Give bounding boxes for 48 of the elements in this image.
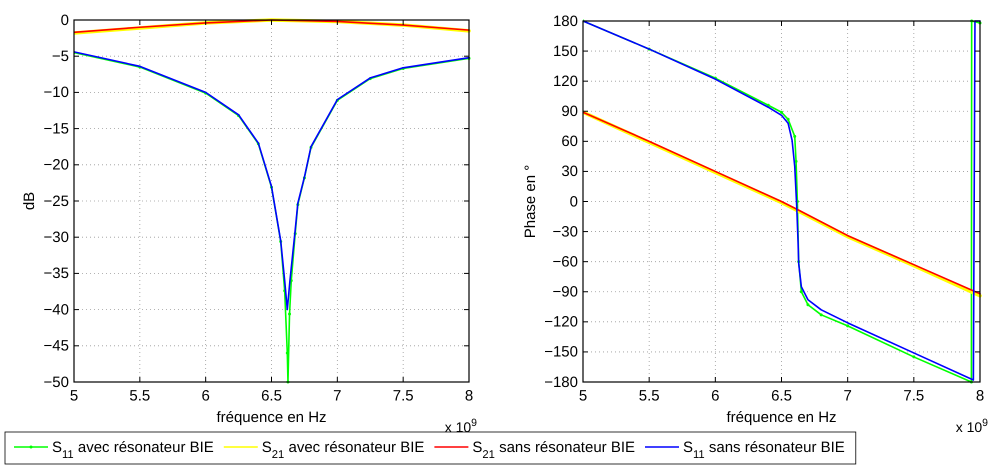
y-tick-label: −40 <box>44 301 69 318</box>
x-tick-label: 6 <box>201 388 210 405</box>
x-tick-label: 6.5 <box>261 388 282 405</box>
text: x 10$^{9}$ <box>956 417 988 435</box>
legend-label: S$_{11}$ avec résonateur BIE <box>52 439 214 461</box>
y-tick-label: −5 <box>52 48 69 65</box>
x-tick-label: 8 <box>976 388 984 405</box>
y-tick-label: −35 <box>44 265 69 282</box>
x-tick-label: 5.5 <box>129 388 150 405</box>
x-tick-label: 6 <box>711 388 720 405</box>
y-tick-label: 150 <box>552 42 578 60</box>
y-axis-title: dB <box>21 192 38 210</box>
legend-label: S$_{11}$ sans résonateur BIE <box>683 439 845 461</box>
text: x 10$^{9}$ <box>444 417 478 435</box>
y-tick-label: −20 <box>44 156 69 174</box>
legend-label: S$_{21}$ avec résonateur BIE <box>262 439 424 461</box>
y-tick-label: 90 <box>561 103 578 120</box>
y-tick-label: −60 <box>552 253 578 270</box>
x-tick-label: 5 <box>578 388 588 405</box>
y-tick-label: −180 <box>544 374 578 391</box>
y-tick-label: 60 <box>561 133 578 150</box>
y-tick-label: −30 <box>44 229 69 246</box>
x-tick-label: 8 <box>464 388 474 405</box>
y-tick-label: 0 <box>570 193 578 210</box>
legend-label: S$_{21}$ sans résonateur BIE <box>472 439 635 461</box>
x-tick-label: 6.5 <box>771 388 792 405</box>
y-tick-label: −10 <box>44 84 69 102</box>
y-tick-label: −25 <box>44 192 69 210</box>
y-tick-label: −150 <box>544 344 578 361</box>
x-tick-label: 7.5 <box>903 388 924 405</box>
y-tick-label: 180 <box>552 12 578 30</box>
y-tick-label: 0 <box>60 12 69 29</box>
y-tick-label: −15 <box>44 120 69 138</box>
y-tick-label: 30 <box>561 163 578 180</box>
y-tick-label: −90 <box>552 284 578 301</box>
y-tick-label: −30 <box>552 223 578 240</box>
x-tick-label: 7 <box>333 388 342 405</box>
y-tick-label: −120 <box>544 314 578 331</box>
x-tick-label: 7 <box>843 388 852 405</box>
y-axis-title: Phase en ° <box>522 164 539 238</box>
x-tick-label: 7.5 <box>392 388 414 405</box>
y-tick-label: −45 <box>44 338 69 355</box>
y-tick-label: 120 <box>552 72 578 90</box>
x-tick-label: 5 <box>70 388 78 405</box>
x-tick-label: 5.5 <box>638 388 660 405</box>
y-tick-label: −50 <box>44 374 69 391</box>
x-axis-title: fréquence en Hz <box>216 409 327 426</box>
x-axis-title: fréquence en Hz <box>726 409 837 426</box>
